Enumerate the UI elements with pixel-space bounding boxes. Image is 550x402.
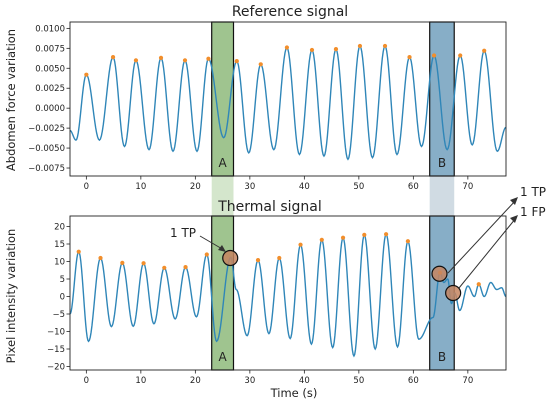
region-a [211,215,235,371]
y-tick-label: 10 [54,258,65,268]
annotation-a-tp: 1 TP [170,226,196,240]
x-tick-label: 30 [244,182,255,192]
x-tick-label: 70 [462,376,473,386]
y-tick-label: 0.0100 [35,24,65,34]
y-tick-label: 0.0050 [35,64,65,74]
thermal-title: Thermal signal [217,199,322,215]
detection-marker [445,284,462,302]
peak-marker [431,53,437,58]
peak-marker [255,258,261,263]
region-connectors [211,176,455,216]
x-tick-label: 30 [244,376,255,386]
peak-marker [234,58,239,64]
peak-marker [405,239,410,244]
peak-marker [277,255,282,261]
region-label-a: A [218,350,227,364]
peak-marker [183,265,188,270]
peak-marker [110,55,116,60]
peak-marker [298,242,303,247]
annotation-b-arrowhead-tp [510,197,518,205]
peak-marker [357,43,363,49]
peak-marker [158,55,164,61]
plot-frame [69,21,507,177]
x-tick-label: 10 [135,376,146,386]
x-tick-label: 0 [84,182,89,192]
peak-marker [204,252,209,257]
y-tick-label: 0.0025 [35,84,65,94]
y-tick-label: 0.0000 [35,104,65,114]
peak-marker [98,255,103,261]
annotation-b-arrow-fp [458,217,517,289]
detection-marker [222,249,239,267]
x-tick-label: 0 [84,376,89,386]
y-tick-label: −5 [52,310,65,320]
peak-marker [476,282,481,287]
peak-marker [382,43,388,49]
peak-marker [133,58,139,63]
peak-marker [162,265,167,270]
reference-ylabel: Abdomen force variation [4,29,18,171]
thermal-plot: A B 0 10 20 30 40 50 60 70 −20 −15 −10 −5 0 5 10 15 20 [47,215,507,386]
y-tick-label: −0.0075 [28,164,65,174]
region-label-b: B [438,350,446,364]
y-tick-label: −0.0050 [28,144,65,154]
peak-marker [458,53,463,58]
x-tick-label: 10 [135,182,146,192]
connector-a [211,176,234,216]
peak-marker [284,45,290,50]
x-tick-label: 60 [408,376,419,386]
region-label-a: A [218,156,227,170]
x-tick-label: 20 [190,376,201,386]
connector-b [429,176,455,216]
peak-marker [258,62,263,67]
peak-marker [309,47,315,53]
region-label-b: B [438,156,446,170]
annotation-a-arrowhead [218,245,226,252]
y-tick-label: −0.0025 [28,124,65,134]
x-tick-label: 60 [408,182,419,192]
annotation-b-arrow-tp [447,199,517,274]
annotation-b-fp: 1 FP [520,205,546,219]
y-tick-label: −15 [47,345,65,355]
annotations: 1 TP 1 TP 1 FP [170,185,546,289]
thermal-ylabel: Pixel intensity variation [4,229,18,364]
x-tick-label: 40 [299,376,310,386]
plot-frame [69,215,507,371]
peak-marker [206,56,211,61]
annotation-b-arrowhead-fp [510,215,518,223]
peak-marker [482,48,487,53]
y-tick-label: −20 [47,363,65,373]
annotation-b-tp: 1 TP [520,185,546,199]
x-tick-label: 70 [462,182,473,192]
peak-marker [384,232,389,237]
y-tick-label: 0.0075 [35,44,65,54]
y-tick-label: 0 [60,293,65,303]
x-tick-label: 50 [353,182,364,192]
peak-marker [141,261,146,266]
peak-marker [333,47,339,52]
detection-marker [431,265,448,282]
peak-marker [340,235,346,240]
y-tick-label: 15 [54,240,65,250]
region-b [429,21,455,177]
peak-marker [76,249,81,254]
x-tick-label: 50 [353,376,364,386]
x-tick-label: 20 [190,182,201,192]
reference-plot: A B 0 10 20 30 40 50 60 70 −0.0075 −0.0050 −0.0025 0.… [28,21,507,192]
peak-marker [120,260,125,265]
thermal-xlabel: Time (s) [270,386,318,400]
y-tick-label: 20 [54,223,65,233]
y-tick-label: −10 [47,328,65,338]
peak-marker [182,58,188,63]
peak-marker [407,55,412,60]
peak-marker [84,72,89,77]
y-tick-label: 5 [60,275,65,285]
peak-marker [319,237,324,242]
peak-marker [362,232,367,237]
reference-title: Reference signal [232,4,348,20]
x-tick-label: 40 [299,182,310,192]
